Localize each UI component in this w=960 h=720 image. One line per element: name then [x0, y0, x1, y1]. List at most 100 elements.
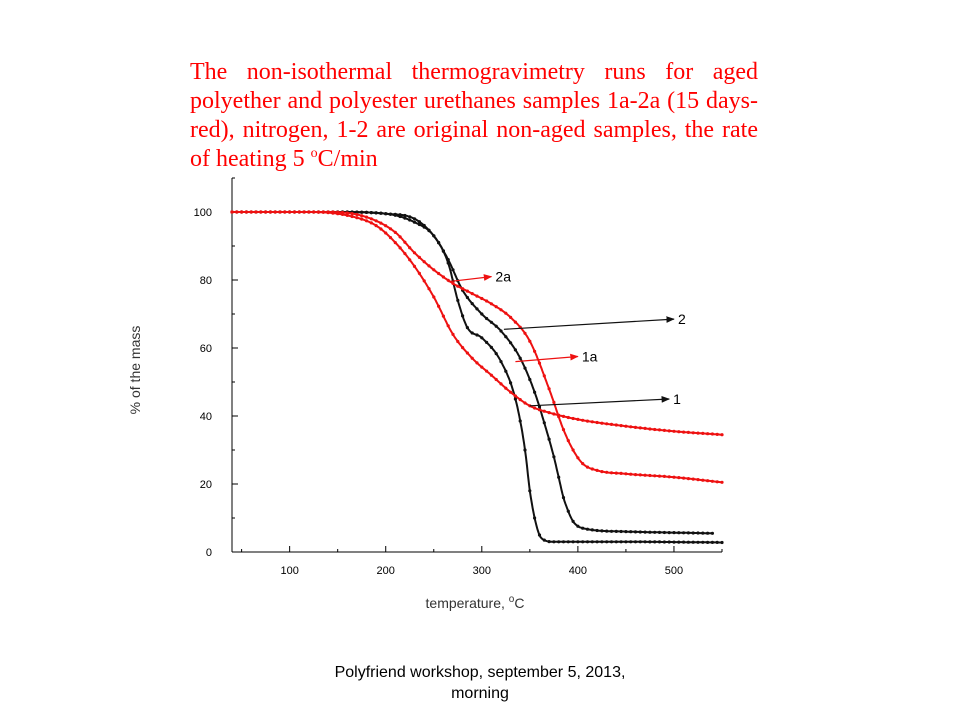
series-2a-point: [633, 473, 638, 477]
series-2a-point: [312, 210, 316, 214]
series-2-point: [403, 213, 407, 218]
series-1-point: [609, 540, 614, 544]
series-2a-point: [321, 210, 325, 214]
series-2a-point: [715, 480, 719, 484]
series-1a-point: [619, 424, 623, 428]
series-2a-point: [537, 361, 542, 365]
series-2a-point: [494, 305, 498, 309]
series-2a-point: [369, 217, 373, 221]
series-2a-point: [427, 264, 431, 268]
series-1a-point: [461, 346, 465, 350]
series-1-point: [480, 336, 484, 340]
series-2a-point: [686, 477, 691, 481]
series-1-point: [412, 220, 417, 224]
series-2-point: [537, 405, 542, 409]
series-2a-point: [585, 465, 590, 469]
series-1-point: [557, 540, 561, 544]
series-2a-point: [350, 212, 354, 216]
series-1a-point: [480, 365, 484, 369]
series-1a-point: [576, 417, 580, 421]
series-2-point: [437, 241, 441, 245]
series-1-point: [600, 540, 604, 544]
series-1-line: [232, 211, 722, 544]
series-1a-point: [485, 369, 489, 373]
series-2a-point: [677, 476, 681, 480]
series-2-point: [619, 529, 623, 534]
series-1-point: [461, 314, 465, 318]
series-2a-point: [629, 472, 633, 476]
series-1-point: [629, 540, 633, 544]
series-2a-point: [609, 471, 614, 475]
series-1a-point: [672, 429, 676, 433]
x-axis-title: temperature, oC: [426, 594, 525, 611]
series-2-point: [480, 312, 484, 316]
series-2-point: [432, 234, 436, 238]
series-2a-point: [600, 470, 604, 474]
series-2-point: [489, 320, 493, 324]
series-1a-point: [509, 390, 513, 394]
series-1-point: [571, 540, 575, 544]
series-2a-point: [605, 470, 609, 474]
series-1a-point: [408, 258, 412, 262]
series-2-point: [513, 348, 518, 352]
series-2-point: [590, 528, 594, 532]
series-2-point: [509, 341, 513, 345]
series-2a-point: [571, 448, 575, 452]
series-1: [230, 210, 724, 545]
series-2a-point: [437, 271, 441, 276]
series-1-point: [614, 540, 618, 544]
annotation-1a: 1a: [515, 349, 598, 365]
chart-annotations: 2a 2 1a 1: [448, 269, 686, 407]
series-2a-point: [230, 210, 234, 214]
y-axis-title: % of the mass: [127, 326, 143, 415]
annotation-1: 1: [529, 391, 681, 407]
series-1-point: [576, 540, 580, 544]
series-2-point: [653, 530, 657, 534]
series-1a-point: [585, 419, 590, 423]
slide-footer: Polyfriend workshop, september 5, 2013, …: [334, 664, 626, 702]
series-1-point: [485, 340, 489, 344]
series-2a-point: [249, 210, 253, 214]
series-2-point: [412, 217, 417, 221]
series-1a-point: [345, 213, 349, 217]
series-2-point: [374, 211, 378, 215]
series-1-point: [537, 533, 542, 537]
series-1a-point: [446, 324, 450, 328]
series-2a-point: [288, 210, 292, 214]
series-2-point: [355, 210, 359, 214]
series-1-point: [662, 540, 667, 544]
series-2a-point: [403, 240, 407, 244]
series-2a-point: [576, 456, 580, 460]
series-2-point: [706, 531, 710, 535]
series-2-point: [393, 212, 397, 216]
series-1a-point: [417, 271, 421, 275]
annotation-arrow: [515, 353, 579, 363]
series-2a-point: [268, 210, 272, 214]
series-2-point: [648, 530, 652, 534]
series-2a-point: [653, 474, 657, 478]
series-2a-point: [441, 275, 445, 279]
series-2a-point: [259, 210, 263, 214]
x-axis-title-degree-superscript: o: [509, 594, 515, 605]
series-1-point: [672, 540, 676, 544]
series-2-point: [446, 258, 450, 262]
series-1-point: [475, 333, 479, 337]
series-2a-point: [552, 400, 556, 404]
series-1a-point: [422, 279, 426, 283]
series-1-point: [403, 216, 407, 220]
series-1a-point: [614, 423, 618, 427]
series-1-point: [533, 516, 537, 520]
series-1a-point: [710, 432, 715, 436]
series-1a-point: [533, 406, 537, 410]
series-1a-point: [470, 356, 474, 360]
series-2a-point: [364, 215, 369, 219]
series-2-point: [547, 437, 551, 441]
series-1a-point: [432, 295, 436, 299]
series-2a-point: [710, 479, 715, 483]
series-2a-point: [451, 281, 455, 285]
series-2-point: [696, 531, 700, 535]
series-1-point: [523, 448, 527, 452]
series-1a-point: [465, 351, 469, 355]
series-1a-point: [667, 429, 671, 433]
series-1a-point: [696, 431, 700, 435]
